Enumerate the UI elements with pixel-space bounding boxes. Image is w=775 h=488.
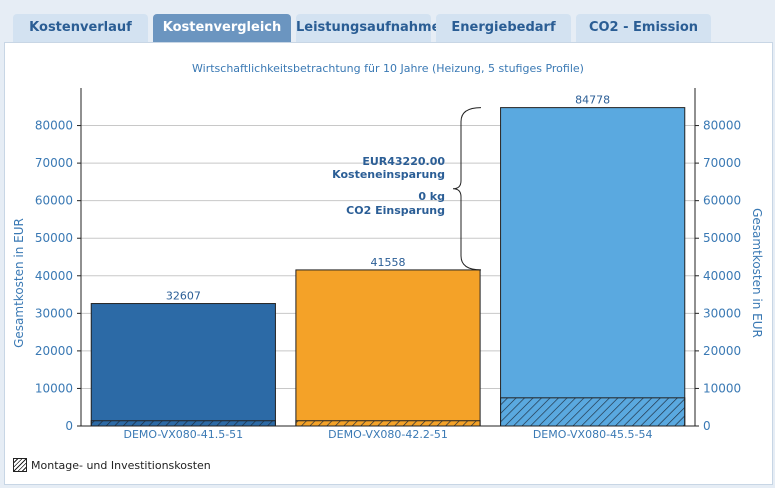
bar-total-cost <box>90 303 276 427</box>
y-tick-label-left: 60000 <box>35 194 73 208</box>
tab-leistungsaufnahme[interactable]: Leistungsaufnahme <box>296 14 440 42</box>
x-category-label: DEMO-VX080-41.5-51 <box>123 428 243 441</box>
savings-brace <box>452 107 482 271</box>
savings-label: Kosteneinsparung <box>332 168 445 181</box>
bar-data-label: 41558 <box>371 256 406 269</box>
bar-installation-cost <box>90 420 276 427</box>
y-tick-label-right: 70000 <box>703 156 741 170</box>
y-tick-label-left: 20000 <box>35 344 73 358</box>
bar-data-label: 84778 <box>575 94 610 107</box>
y-tick-label-left: 0 <box>65 419 73 433</box>
y-tick-label-left: 50000 <box>35 231 73 245</box>
bar-data-label: 32607 <box>166 290 201 303</box>
tab-energiebedarf[interactable]: Energiebedarf <box>436 14 571 42</box>
tab-kostenvergleich[interactable]: Kostenvergleich <box>153 14 291 42</box>
legend: Montage- und Investitionskosten <box>13 457 211 473</box>
y-tick-label-right: 50000 <box>703 231 741 245</box>
bar-installation-cost <box>295 420 481 427</box>
y-tick-label-left: 70000 <box>35 156 73 170</box>
y-tick-label-right: 80000 <box>703 119 741 133</box>
chart-title: Wirtschaftlichkeitsbetrachtung für 10 Ja… <box>192 62 584 75</box>
y-axis-label-left: Gesamtkosten in EUR <box>12 218 26 348</box>
y-axis-label-right: Gesamtkosten in EUR <box>750 208 764 338</box>
chart-panel: Wirtschaftlichkeitsbetrachtung für 10 Ja… <box>4 42 773 485</box>
x-category-label: DEMO-VX080-42.2-51 <box>328 428 448 441</box>
y-tick-label-left: 10000 <box>35 381 73 395</box>
bar-installation-cost <box>500 397 686 427</box>
tab-kostenverlauf[interactable]: Kostenverlauf <box>13 14 148 42</box>
y-tick-label-right: 20000 <box>703 344 741 358</box>
hatch-swatch-icon <box>13 458 27 472</box>
y-tick-label-right: 60000 <box>703 194 741 208</box>
y-tick-label-right: 30000 <box>703 306 741 320</box>
cost-comparison-chart: Wirtschaftlichkeitsbetrachtung für 10 Ja… <box>12 62 764 441</box>
bar-total-cost <box>295 269 481 427</box>
bar-total-cost <box>500 107 686 427</box>
tab-co2-emission[interactable]: CO2 - Emission <box>576 14 711 42</box>
x-category-label: DEMO-VX080-45.5-54 <box>533 428 653 441</box>
brace-path <box>452 107 482 271</box>
y-tick-label-left: 30000 <box>35 306 73 320</box>
y-tick-label-left: 80000 <box>35 119 73 133</box>
co2-amount: 0 kg <box>418 190 445 203</box>
y-tick-label-left: 40000 <box>35 269 73 283</box>
y-tick-label-right: 10000 <box>703 381 741 395</box>
legend-label: Montage- und Investitionskosten <box>31 458 211 472</box>
savings-amount: EUR43220.00 <box>362 155 445 168</box>
co2-label: CO2 Einsparung <box>346 204 445 217</box>
y-tick-label-right: 40000 <box>703 269 741 283</box>
y-tick-label-right: 0 <box>703 419 711 433</box>
